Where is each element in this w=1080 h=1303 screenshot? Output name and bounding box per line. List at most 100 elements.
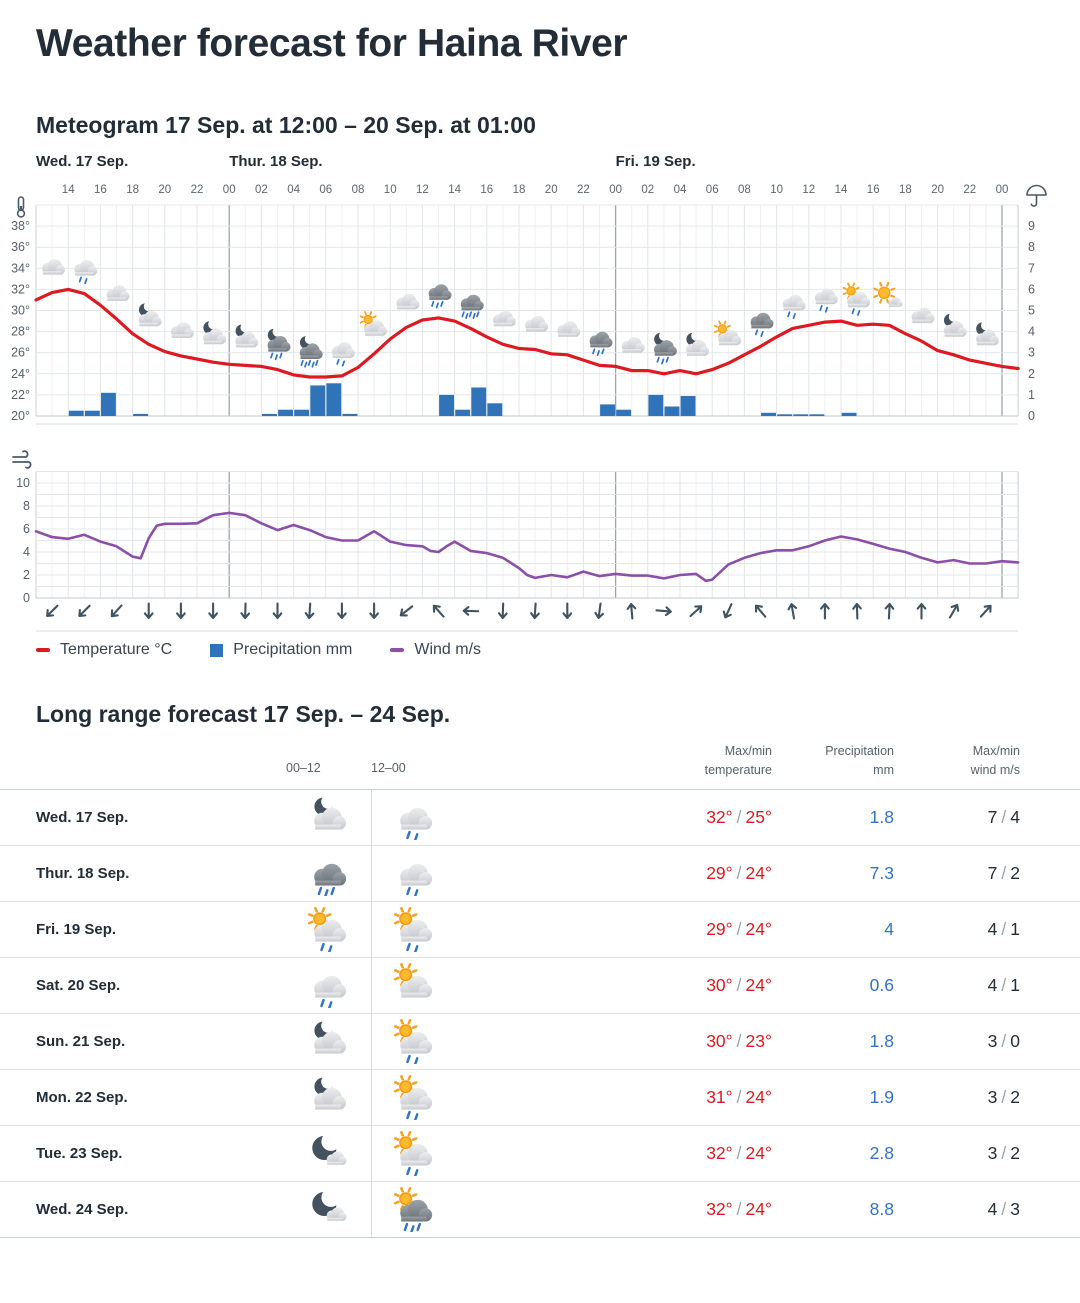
svg-text:20: 20: [545, 184, 558, 196]
precipitation-value: 1.8: [869, 806, 894, 827]
wind-direction-arrows: [46, 602, 992, 620]
svg-text:8: 8: [23, 499, 30, 513]
wind-arrow-icon: [46, 604, 59, 617]
am-weather-icon: [286, 845, 372, 901]
am-weather-icon: [286, 1181, 372, 1237]
wind-arrow-icon: [820, 602, 830, 620]
svg-text:20°: 20°: [11, 409, 30, 423]
legend-temperature: Temperature °C: [36, 641, 172, 659]
svg-text:34°: 34°: [11, 261, 30, 275]
svg-text:18: 18: [126, 184, 139, 196]
table-row[interactable]: Tue. 23 Sep. 32°/24° 2.8 3/2: [0, 1125, 1080, 1182]
svg-text:14: 14: [62, 184, 75, 196]
svg-text:12: 12: [802, 184, 815, 196]
page-title: Weather forecast for Haina River: [36, 22, 628, 65]
maxmin-temperature-value: 30°/24°: [706, 974, 772, 995]
day-cell: Fri. 19 Sep.: [36, 920, 117, 938]
precipitation-value: 0.6: [869, 974, 894, 995]
wind-arrow-icon: [78, 604, 91, 617]
wind-arrow-icon: [304, 602, 315, 620]
weather-icon: [815, 288, 838, 313]
wind-arrow-icon: [369, 602, 379, 620]
wind-line-marker: [390, 648, 405, 652]
wind-arrow-icon: [337, 602, 347, 620]
precipitation-axis-labels: 9 8 7 6 5 4 3 2 1 0: [1028, 219, 1035, 423]
wind-arrow-icon: [497, 602, 508, 620]
wind-arrow-icon: [272, 602, 283, 620]
wind-arrow-icon: [852, 602, 862, 620]
svg-text:10: 10: [16, 476, 30, 490]
svg-text:02: 02: [255, 184, 268, 196]
svg-text:4: 4: [1028, 325, 1035, 339]
wind-arrow-icon: [240, 602, 251, 620]
svg-text:22°: 22°: [11, 388, 30, 402]
umbrella-icon: [1026, 184, 1047, 207]
weather-icon: [911, 307, 935, 324]
day-cell: Thur. 18 Sep.: [36, 864, 130, 882]
weather-icon: [654, 332, 677, 365]
maxmin-wind-value: 7/2: [987, 862, 1020, 883]
table-row[interactable]: Thur. 18 Sep. 29°/24° 7.3 7/2: [0, 845, 1080, 902]
legend-precipitation-label: Precipitation mm: [233, 641, 353, 658]
maxmin-temperature-value: 29°/24°: [706, 862, 772, 883]
wind-arrow-icon: [626, 602, 637, 620]
weather-symbols: [42, 259, 999, 368]
svg-text:0: 0: [1028, 409, 1035, 423]
weather-icon: [74, 260, 98, 285]
svg-text:8: 8: [1028, 240, 1035, 254]
am-weather-icon: [286, 901, 372, 957]
pm-weather-icon: [371, 1182, 456, 1237]
day-label-wed-17: Wed. 17 Sep.: [36, 153, 129, 170]
precipitation-value: 7.3: [869, 862, 894, 883]
table-row[interactable]: Wed. 17 Sep. 32°/25° 1.8 7/4: [0, 789, 1080, 846]
wind-arrow-icon: [722, 603, 733, 619]
weather-icon: [203, 321, 227, 345]
maxmin-temperature-value: 29°/24°: [706, 918, 772, 939]
table-row[interactable]: Sat. 20 Sep. 30°/24° 0.6 4/1: [0, 957, 1080, 1014]
wind-axis-labels: 10 8 6 4 2 0: [16, 476, 30, 605]
svg-text:14: 14: [448, 184, 461, 196]
day-labels: Wed. 17 Sep. Thur. 18 Sep. Fri. 19 Sep.: [0, 151, 1080, 177]
precipitation-bars: [68, 383, 857, 416]
long-range-table-rows: Wed. 17 Sep. 32°/25° 1.8 7/4 Thur. 18 Sep. 29…: [0, 789, 1080, 1238]
weather-icon: [493, 310, 516, 327]
svg-text:08: 08: [352, 184, 365, 196]
table-row[interactable]: Mon. 22 Sep. 31°/24° 1.9 3/2: [0, 1069, 1080, 1126]
precipitation-value: 1.8: [869, 1030, 894, 1051]
weather-icon: [873, 281, 903, 307]
table-row[interactable]: Fri. 19 Sep. 29°/24° 4 4/1: [0, 901, 1080, 958]
am-weather-icon: [286, 957, 372, 1013]
svg-text:7: 7: [1028, 261, 1035, 275]
table-row[interactable]: Wed. 24 Sep. 32°/24° 8.8 4/3: [0, 1181, 1080, 1238]
pm-weather-icon: [371, 1014, 456, 1069]
wind-arrow-icon: [948, 603, 960, 619]
wind-arrow-icon: [979, 604, 992, 618]
temperature-line: [34, 287, 1020, 379]
legend-precipitation: Precipitation mm: [210, 641, 352, 659]
maxmin-wind-value: 4/3: [987, 1198, 1020, 1219]
precipitation-value: 8.8: [869, 1198, 894, 1219]
table-row[interactable]: Sun. 21 Sep. 30°/23° 1.8 3/0: [0, 1013, 1080, 1070]
weather-icon: [686, 332, 710, 356]
maxmin-wind-value: 3/2: [987, 1086, 1020, 1107]
weather-icon: [428, 284, 452, 309]
svg-text:38°: 38°: [11, 219, 30, 233]
precipitation-value: 2.8: [869, 1142, 894, 1163]
wind-arrow-icon: [655, 606, 672, 617]
svg-text:2: 2: [1028, 367, 1035, 381]
meteogram-section: Meteogram 17 Sep. at 12:00 – 20 Sep. at …: [0, 112, 1080, 659]
wind-line: [34, 511, 1020, 583]
maxmin-wind-value: 7/4: [987, 806, 1020, 827]
maxmin-wind-value: 3/0: [987, 1030, 1020, 1051]
weather-icon: [621, 337, 645, 353]
svg-text:04: 04: [674, 184, 687, 196]
am-weather-icon: [286, 1069, 372, 1125]
maxmin-wind-value: 4/1: [987, 918, 1020, 939]
legend-wind: Wind m/s: [390, 641, 481, 659]
day-label-thur-18: Thur. 18 Sep.: [229, 153, 323, 170]
precipitation-value: 1.9: [869, 1086, 894, 1107]
day-cell: Sat. 20 Sep.: [36, 976, 121, 994]
pm-weather-icon: [371, 1070, 456, 1125]
long-range-section: Long range forecast 17 Sep. – 24 Sep. 00…: [0, 701, 1080, 1238]
wind-icon: [12, 450, 32, 469]
